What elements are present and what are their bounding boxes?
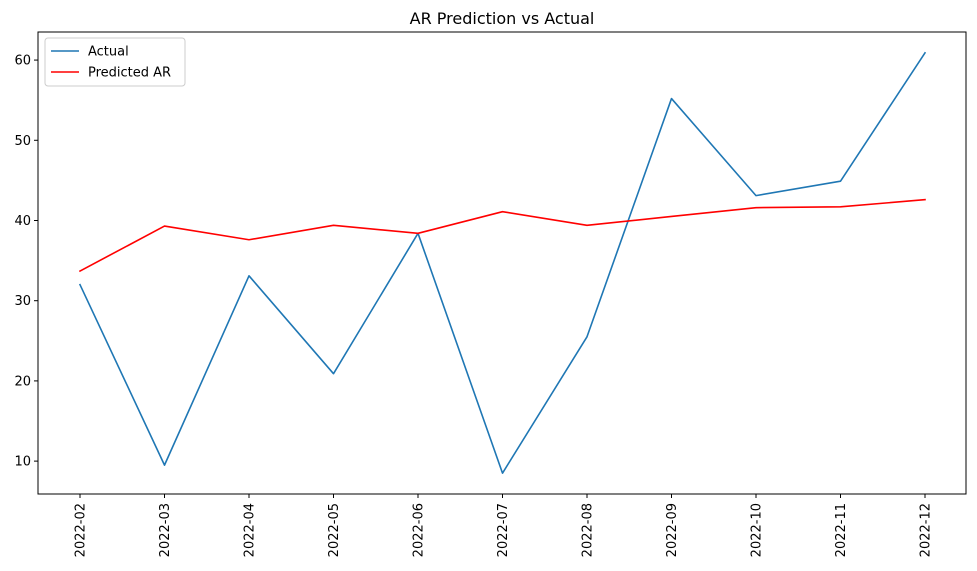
x-tick-label: 2022-09 <box>665 503 680 557</box>
x-tick-label: 2022-03 <box>158 503 173 557</box>
y-tick-label: 50 <box>14 134 31 149</box>
legend-box <box>44 37 186 87</box>
x-tick-label: 2022-12 <box>919 503 934 557</box>
plot-area: 10 20 30 40 50 60 2022-02 2022-03 2022-04 2022-05… <box>14 51 934 557</box>
x-tick-label: 2022-07 <box>496 503 511 557</box>
series-predicted-ar <box>78 198 926 273</box>
legend-label: Predicted AR <box>88 66 171 81</box>
x-tick-label: 2022-08 <box>581 503 596 557</box>
y-tick-label: 30 <box>14 294 31 309</box>
x-tick-label: 2022-10 <box>750 503 765 557</box>
y-tick-label: 20 <box>14 374 31 389</box>
y-tick-label: 10 <box>14 455 31 470</box>
x-tick-label: 2022-06 <box>412 503 427 557</box>
y-tick-label: 40 <box>14 214 31 229</box>
chart-title: AR Prediction vs Actual <box>410 9 595 28</box>
legend: Actual Predicted AR <box>44 37 186 87</box>
x-tick-label: 2022-04 <box>243 503 258 557</box>
x-tick-label: 2022-11 <box>834 503 849 557</box>
x-tick-label: 2022-05 <box>327 503 342 557</box>
axes-frame <box>37 31 967 495</box>
legend-label: Actual <box>88 45 129 60</box>
x-tick-label: 2022-02 <box>74 503 89 557</box>
y-tick-label: 60 <box>14 54 31 69</box>
